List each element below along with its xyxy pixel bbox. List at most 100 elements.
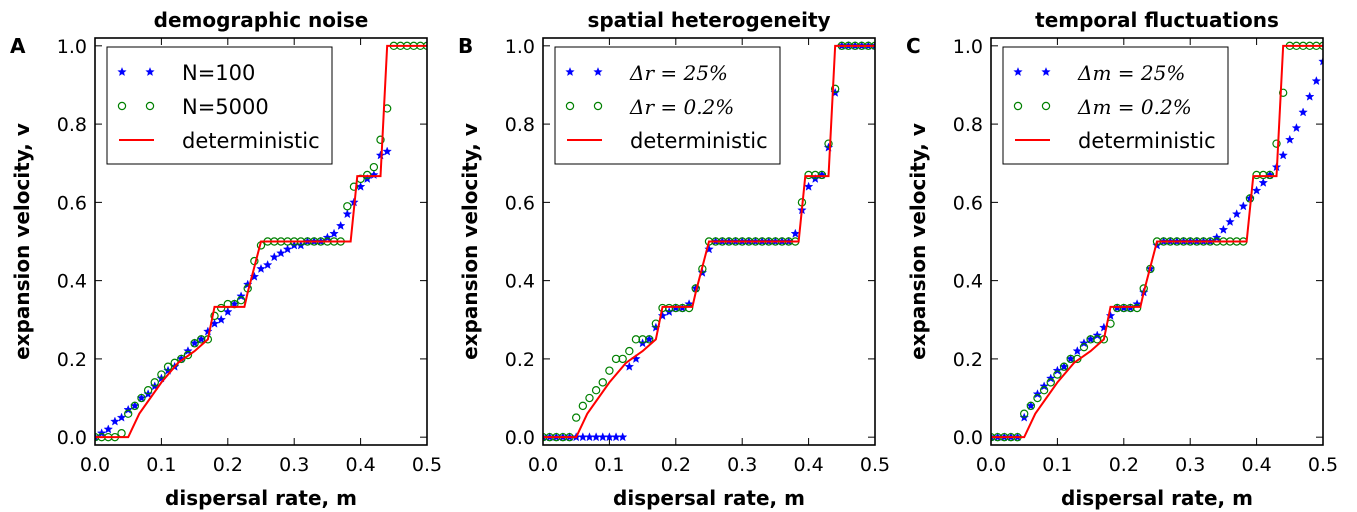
x-tick-label: 0.4 xyxy=(1241,454,1271,476)
circle-marker xyxy=(572,413,581,422)
star-marker xyxy=(1072,346,1083,356)
star-marker xyxy=(790,228,801,238)
star-marker xyxy=(236,291,246,301)
y-tick-label: 0.6 xyxy=(505,192,535,214)
star-marker xyxy=(123,404,133,414)
star-marker xyxy=(116,412,127,422)
legend-circle-marker xyxy=(145,101,155,111)
legend-star-marker xyxy=(117,67,127,77)
panel-a: demographic noise A 0.0 0.1 0.2 0.3 0.4 0.5 0.0 0… xyxy=(10,8,442,510)
circle-marker xyxy=(591,386,601,395)
legend-label: Δm = 25% xyxy=(1077,61,1185,85)
deterministic-line xyxy=(95,44,427,439)
x-tick-label: 0.3 xyxy=(727,454,757,476)
x-tick-label: 0.1 xyxy=(594,454,624,476)
x-tick-label: 0.5 xyxy=(412,454,442,476)
x-axis-label: dispersal rate, m xyxy=(613,486,805,510)
y-axis-label: expansion velocity, v xyxy=(458,123,482,360)
star-marker xyxy=(591,432,601,442)
x-tick-label: 0.1 xyxy=(1042,454,1072,476)
panel-b: spatial heterogeneity B 0.0 0.1 0.2 0.3 0.4 0.5… xyxy=(458,8,890,510)
x-tick-label: 0.2 xyxy=(661,454,691,476)
y-tick-label: 0.4 xyxy=(953,271,983,293)
y-tick-label: 0.6 xyxy=(57,192,87,214)
star-marker xyxy=(269,252,279,262)
star-marker xyxy=(1218,224,1229,234)
legend-star-marker xyxy=(1013,67,1023,77)
y-tick-label: 0.2 xyxy=(953,349,983,371)
y-tick-label: 0.2 xyxy=(57,349,87,371)
y-tick-label: 1.0 xyxy=(953,36,983,58)
star-marker xyxy=(1278,150,1288,160)
legend-circle-marker xyxy=(593,101,603,111)
legend-label: Δr = 0.2% xyxy=(629,95,734,119)
circle-marker xyxy=(376,135,385,144)
legend: N=100 N=5000 deterministic xyxy=(106,46,333,165)
x-tick-label: 0.5 xyxy=(1308,454,1338,476)
circle-marker xyxy=(684,303,694,313)
legend-star-marker xyxy=(1041,67,1051,77)
star-marker xyxy=(1039,381,1049,391)
star-marker xyxy=(1291,123,1302,133)
circle-marker xyxy=(605,366,614,375)
circle-marker xyxy=(578,401,588,411)
star-marker xyxy=(578,432,588,442)
star-marker xyxy=(1258,177,1268,187)
circle-marker xyxy=(343,202,352,211)
chart-title: temporal fluctuations xyxy=(1035,8,1279,32)
plot-area xyxy=(991,41,1323,442)
y-tick-label: 0.0 xyxy=(505,427,535,449)
circle-marker xyxy=(618,354,627,364)
star-marker xyxy=(262,260,273,269)
star-marker xyxy=(276,248,286,258)
star-marker xyxy=(1305,91,1315,101)
circle-marker xyxy=(349,182,359,191)
star-marker xyxy=(1311,76,1322,86)
x-tick-label: 0.4 xyxy=(345,454,375,476)
star-marker xyxy=(1225,216,1235,226)
x-axis-label: dispersal rate, m xyxy=(1061,486,1253,510)
star-marker xyxy=(1052,365,1063,375)
circle-marker xyxy=(130,401,140,411)
panel-letter: C xyxy=(906,34,921,58)
circle-marker xyxy=(190,339,199,348)
x-tick-label: 0.4 xyxy=(793,454,823,476)
circle-marker xyxy=(1053,370,1062,379)
star-marker xyxy=(223,306,233,316)
star-marker xyxy=(183,346,193,356)
y-tick-label: 0.8 xyxy=(505,114,535,136)
circle-marker xyxy=(117,429,126,438)
star-marker xyxy=(282,244,293,254)
circle-marker xyxy=(1039,386,1049,395)
axes-frame xyxy=(94,37,428,446)
star-marker xyxy=(611,432,621,442)
star-marker xyxy=(1212,232,1222,242)
legend-star-marker xyxy=(145,67,155,77)
circle-marker xyxy=(1272,139,1281,148)
circle-marker xyxy=(645,335,654,344)
legend-label: N=100 xyxy=(182,61,255,85)
star-marker xyxy=(1238,201,1249,211)
circle-marker xyxy=(1026,401,1036,411)
y-tick-label: 1.0 xyxy=(57,36,87,58)
circle-marker xyxy=(157,370,166,379)
circle-marker xyxy=(830,84,840,94)
star-marker xyxy=(103,424,113,434)
legend-label: deterministic xyxy=(1078,129,1216,153)
star-marker xyxy=(624,361,635,371)
y-axis-label: expansion velocity, v xyxy=(906,123,930,360)
x-tick-label: 0.0 xyxy=(80,454,110,476)
y-tick-label: 0.4 xyxy=(505,271,535,293)
circle-marker xyxy=(1046,378,1055,387)
y-tick-label: 0.8 xyxy=(953,114,983,136)
legend-circle-marker xyxy=(565,101,575,111)
legend-label: deterministic xyxy=(182,129,320,153)
y-tick-label: 1.0 xyxy=(505,36,535,58)
y-tick-label: 0.4 xyxy=(57,271,87,293)
legend-star-marker xyxy=(565,67,575,77)
star-marker xyxy=(382,146,392,156)
star-marker xyxy=(1318,56,1323,66)
legend-circle-marker xyxy=(1041,101,1051,111)
circle-marker xyxy=(210,311,219,321)
